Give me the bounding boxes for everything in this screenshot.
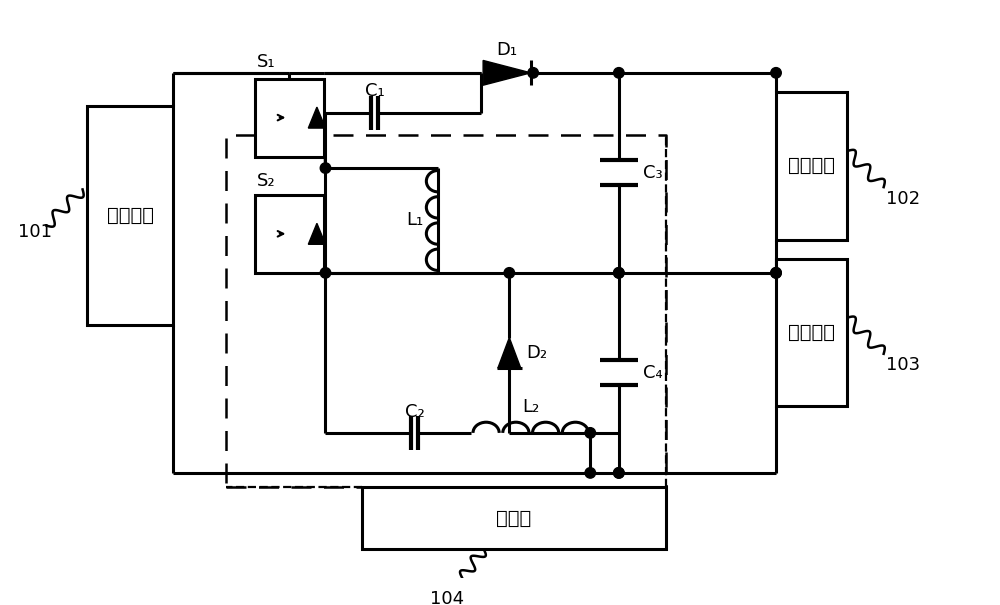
Circle shape: [585, 468, 596, 478]
Polygon shape: [308, 223, 325, 244]
Circle shape: [585, 428, 596, 438]
Circle shape: [528, 68, 538, 78]
Circle shape: [614, 267, 624, 278]
Text: C₂: C₂: [405, 402, 424, 420]
Text: C₄: C₄: [643, 364, 662, 382]
Circle shape: [614, 468, 624, 478]
Circle shape: [320, 163, 331, 173]
Text: L₂: L₂: [522, 397, 539, 416]
Bar: [362, 487, 666, 549]
Text: C₃: C₃: [643, 164, 662, 182]
Polygon shape: [498, 338, 521, 368]
Text: S₁: S₁: [257, 53, 276, 71]
Circle shape: [614, 468, 624, 478]
Circle shape: [614, 267, 624, 278]
Text: 第三端口: 第三端口: [788, 323, 835, 342]
Circle shape: [614, 68, 624, 78]
Text: 101: 101: [18, 223, 52, 241]
Text: L₁: L₁: [406, 212, 424, 229]
Bar: [255, 195, 324, 273]
Bar: [87, 106, 173, 325]
Text: S₂: S₂: [257, 172, 276, 190]
Text: 第一端口: 第一端口: [107, 206, 154, 225]
Circle shape: [320, 267, 331, 278]
Text: 102: 102: [886, 189, 920, 208]
Text: 控制器: 控制器: [496, 509, 532, 528]
Bar: [776, 92, 847, 240]
Circle shape: [504, 267, 515, 278]
Text: 103: 103: [886, 356, 920, 374]
Text: D₂: D₂: [526, 344, 548, 362]
Text: 104: 104: [430, 590, 464, 605]
Text: C₁: C₁: [365, 82, 384, 100]
Circle shape: [771, 267, 781, 278]
Bar: [776, 258, 847, 406]
Circle shape: [771, 267, 781, 278]
Polygon shape: [308, 107, 325, 128]
Text: D₁: D₁: [496, 41, 517, 59]
Circle shape: [771, 68, 781, 78]
Text: 第二端口: 第二端口: [788, 156, 835, 175]
Bar: [255, 79, 324, 157]
Polygon shape: [483, 60, 531, 85]
